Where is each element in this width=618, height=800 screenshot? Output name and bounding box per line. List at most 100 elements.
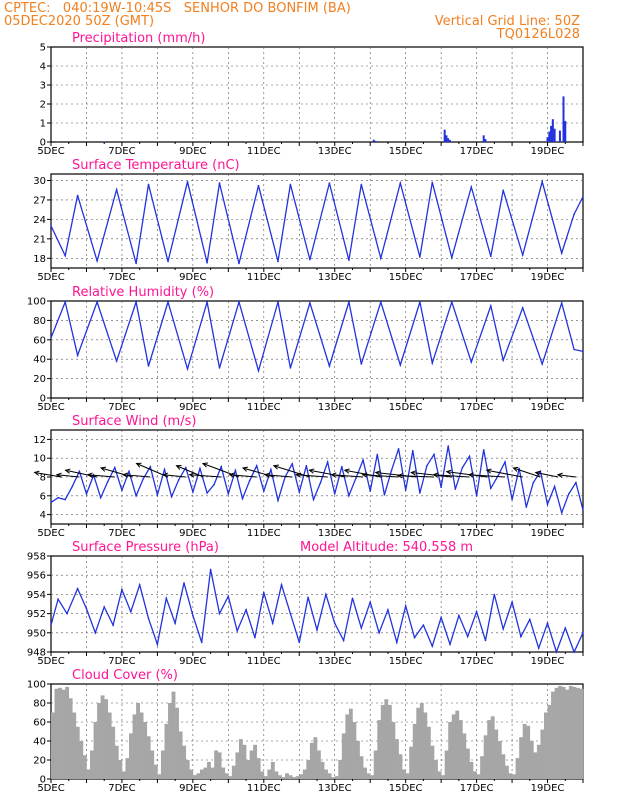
x-tick-label: 13DEC — [318, 146, 352, 157]
cloud-bar — [277, 775, 282, 779]
cloud-bar — [231, 765, 236, 779]
data-point — [220, 465, 223, 468]
data-point — [78, 470, 81, 473]
wind-vector-head — [534, 470, 541, 476]
x-tick-label: 19DEC — [531, 146, 565, 157]
cloud-bar — [100, 695, 105, 779]
x-tick-label: 19DEC — [531, 528, 565, 539]
precip-bar — [484, 139, 487, 142]
wind-vector-head — [512, 466, 519, 472]
cloud-bar — [160, 750, 165, 779]
data-point — [227, 595, 230, 598]
wind-vector — [309, 469, 346, 478]
wind-vector-head — [467, 472, 474, 478]
precip-bar — [445, 135, 448, 142]
station-header: CPTEC: 040:19W-10:45S SENHOR DO BONFIM (… — [4, 1, 351, 16]
cloud-bar — [579, 688, 584, 779]
cloud-bar — [526, 725, 531, 779]
x-tick-label: 9DEC — [179, 783, 206, 794]
cloud-bar — [61, 689, 66, 779]
cloud-bar — [551, 691, 555, 779]
x-tick-label: 5DEC — [37, 528, 64, 539]
cloud-bar — [448, 722, 453, 779]
data-point — [555, 651, 558, 653]
cloud-bar — [221, 767, 226, 779]
cloud-bar — [207, 761, 211, 779]
data-point — [156, 643, 159, 646]
data-point — [573, 651, 575, 653]
wind-vector — [123, 474, 151, 478]
wind-vector — [433, 474, 470, 478]
data-point — [309, 258, 311, 261]
cloud-bar — [253, 744, 258, 779]
data-point — [289, 183, 292, 186]
x-tick-label: 13DEC — [318, 656, 352, 667]
data-point — [493, 593, 496, 596]
data-point — [277, 499, 279, 502]
data-point — [289, 367, 292, 369]
cloud-bar — [462, 733, 467, 779]
data-point — [360, 627, 363, 629]
y-tick-label: 956 — [27, 571, 46, 582]
data-point — [309, 302, 311, 304]
cloud-bar — [490, 716, 495, 779]
cloud-bar — [409, 746, 414, 779]
cloud-bar — [554, 687, 559, 779]
cloud-bar — [82, 755, 87, 779]
cloud-bar — [292, 777, 297, 779]
wind-vector — [535, 472, 559, 478]
x-tick-label: 9DEC — [179, 656, 206, 667]
data-point — [135, 301, 137, 303]
data-point — [106, 480, 109, 483]
cloud-bar — [434, 760, 438, 779]
data-point — [192, 491, 194, 493]
cloud-bar — [214, 750, 218, 779]
data-point — [426, 464, 428, 467]
y-tick-label: 40 — [33, 737, 46, 748]
data-point — [227, 493, 230, 495]
precip-bar — [103, 141, 106, 142]
cloud-bar — [242, 744, 247, 779]
data-point — [399, 364, 402, 366]
data-point — [387, 608, 389, 611]
data-point — [433, 453, 435, 456]
cloud-bar — [51, 712, 55, 779]
cloud-bar — [480, 756, 484, 779]
data-point — [112, 624, 114, 626]
cloud-bar — [199, 769, 204, 779]
data-point — [511, 601, 513, 603]
cloud-bar — [416, 707, 421, 779]
cloud-bar — [469, 761, 474, 779]
data-point — [431, 362, 434, 364]
cloud-bar — [391, 722, 396, 779]
x-tick-label: 17DEC — [460, 146, 494, 157]
cloud-bar — [501, 754, 506, 779]
wind-vector — [362, 474, 399, 478]
cloud-bar — [465, 748, 470, 779]
y-tick-label: 0 — [40, 138, 46, 149]
data-point — [138, 584, 141, 586]
cloud-bar — [405, 773, 410, 779]
precip-bar — [548, 131, 551, 142]
cloud-bar — [455, 710, 460, 779]
x-tick-label: 9DEC — [179, 146, 206, 157]
wind-vector — [87, 474, 115, 478]
y-tick-label: 27 — [33, 195, 46, 206]
data-point — [475, 495, 478, 497]
cloud-bar — [558, 685, 563, 779]
data-point — [66, 612, 68, 615]
wind-vector — [557, 474, 576, 478]
cloud-bar — [281, 777, 286, 779]
panel-temperature: 18 21 24 27 30 5DEC 7DEC 9DEC 11DEC 13DEC 15DEC 17D… — [33, 158, 584, 283]
wind-vector-head — [485, 468, 492, 474]
data-point — [560, 302, 563, 304]
data-point — [397, 448, 400, 450]
cloud-bar — [487, 720, 492, 779]
cloud-bar — [107, 712, 112, 779]
cloud-bar — [515, 758, 520, 779]
wind-vector-head — [33, 470, 40, 476]
x-tick-label: 7DEC — [108, 402, 135, 413]
wind-vector-head — [330, 472, 337, 478]
data-point — [307, 596, 309, 599]
y-tick-label: 8 — [40, 473, 46, 484]
